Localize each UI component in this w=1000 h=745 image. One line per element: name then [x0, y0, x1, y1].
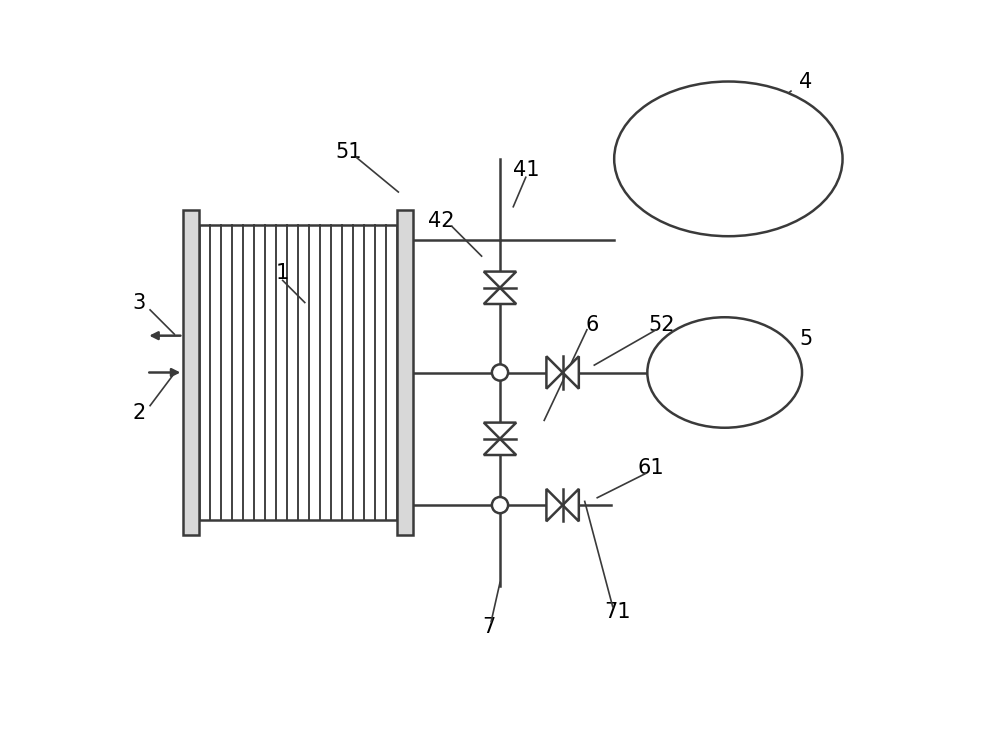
Text: 3: 3: [132, 293, 146, 312]
Text: 2: 2: [132, 403, 146, 423]
Text: 7: 7: [482, 617, 496, 637]
Text: 51: 51: [336, 142, 362, 162]
Text: 4: 4: [799, 72, 812, 92]
Circle shape: [492, 364, 508, 381]
Polygon shape: [484, 272, 516, 288]
Text: 1: 1: [276, 263, 289, 283]
Polygon shape: [484, 288, 516, 304]
Text: 6: 6: [585, 314, 599, 335]
Polygon shape: [563, 356, 579, 389]
Text: 41: 41: [513, 160, 539, 180]
Bar: [183, 210, 199, 535]
Polygon shape: [563, 489, 579, 522]
Bar: [397, 210, 413, 535]
Text: 61: 61: [638, 458, 664, 478]
Bar: [199, 225, 397, 520]
Circle shape: [492, 497, 508, 513]
Text: 5: 5: [799, 329, 812, 349]
Polygon shape: [484, 422, 516, 439]
Text: 42: 42: [428, 212, 454, 232]
Text: 71: 71: [605, 602, 631, 622]
Polygon shape: [484, 439, 516, 455]
Ellipse shape: [614, 81, 843, 236]
Ellipse shape: [647, 317, 802, 428]
Text: 52: 52: [649, 314, 675, 335]
Polygon shape: [546, 489, 563, 522]
Polygon shape: [546, 356, 563, 389]
